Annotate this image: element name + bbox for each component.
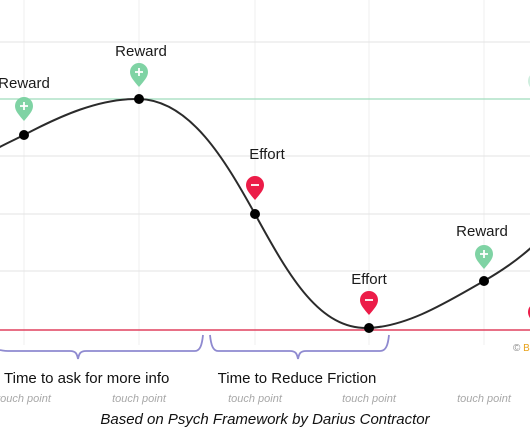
marker-label: Reward bbox=[456, 223, 508, 240]
copyright-symbol: © bbox=[513, 343, 521, 354]
marker-label: Effort bbox=[351, 271, 387, 288]
touch-point-label: touch point bbox=[457, 393, 512, 405]
range-bracket bbox=[0, 334, 204, 360]
horizontal-gridlines bbox=[0, 41, 530, 272]
range-bracket bbox=[209, 334, 390, 360]
touch-point-label: touch point bbox=[228, 393, 283, 405]
range-label: Time to ask for more info bbox=[4, 370, 169, 387]
plus-pin-icon bbox=[130, 63, 148, 87]
touch-point-dot bbox=[364, 323, 374, 333]
credit-mark: © B bbox=[513, 343, 530, 354]
range-label: Time to Reduce Friction bbox=[218, 370, 377, 387]
plus-pin-icon bbox=[475, 245, 493, 269]
marker-label: Reward bbox=[115, 43, 167, 60]
vertical-gridlines bbox=[23, 0, 485, 345]
marker-label: Reward bbox=[0, 75, 50, 92]
credit-letter: B bbox=[523, 343, 530, 354]
touch-point-label: touch point bbox=[342, 393, 397, 405]
touch-point-dot bbox=[250, 209, 260, 219]
plus-pin-icon bbox=[15, 97, 33, 121]
touch-point-dot bbox=[479, 276, 489, 286]
touch-point-dots bbox=[19, 94, 489, 333]
touch-point-dot bbox=[19, 130, 29, 140]
touch-point-dot bbox=[134, 94, 144, 104]
marker-label: Effort bbox=[249, 146, 285, 163]
minus-pin-icon bbox=[360, 291, 378, 315]
touch-point-label: touch point bbox=[0, 393, 52, 405]
touch-point-label: touch point bbox=[112, 393, 167, 405]
diagram-caption: Based on Psych Framework by Darius Contr… bbox=[100, 411, 430, 428]
minus-pin-icon bbox=[246, 176, 264, 200]
